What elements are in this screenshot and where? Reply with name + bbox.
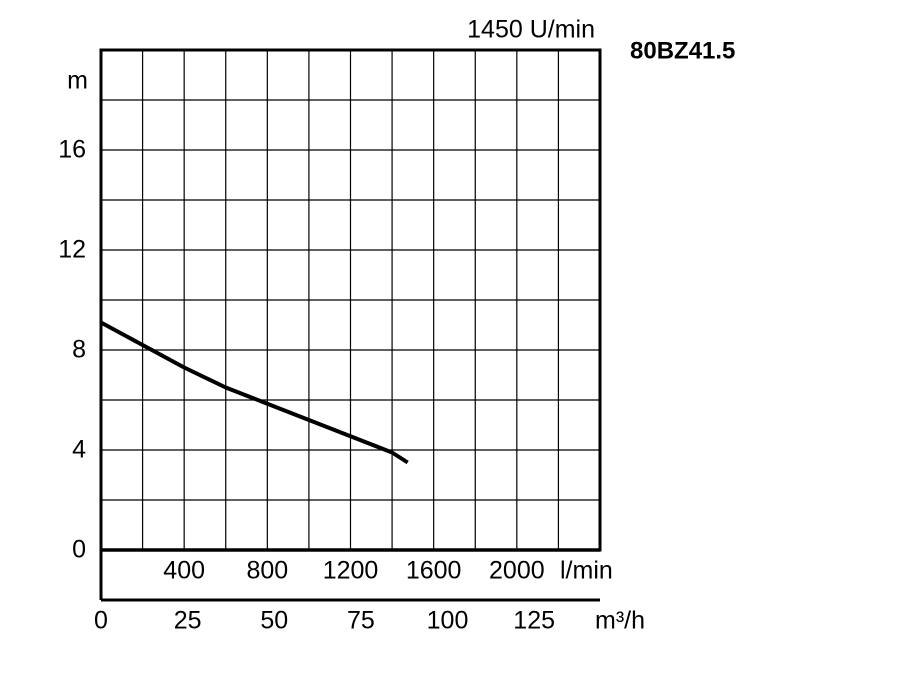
y-tick-label: 12 (58, 236, 86, 264)
y-tick-label: 4 (72, 436, 86, 464)
speed-label: 1450 U/min (467, 16, 595, 44)
y-tick-label: 0 (72, 536, 86, 564)
x2-tick-label: 0 (94, 607, 108, 635)
chart-title: 80BZ41.5 (630, 37, 735, 64)
pump-curve (100, 320, 409, 465)
x2-tick-label: 50 (260, 607, 288, 635)
y-tick-label: 16 (58, 136, 86, 164)
x2-tick-label: 75 (347, 607, 375, 635)
x2-tick-label: 125 (513, 607, 555, 635)
y-axis-label: m (67, 67, 88, 95)
x-tick-label: 1600 (406, 557, 462, 585)
x2-tick-label: 100 (427, 607, 469, 635)
x-tick-label: 800 (246, 557, 288, 585)
x2-tick-label: 25 (174, 607, 202, 635)
y-tick-label: 8 (72, 336, 86, 364)
x-axis-label: l/min (560, 557, 613, 585)
x-tick-label: 1200 (323, 557, 379, 585)
x2-axis-label: m³/h (595, 607, 645, 635)
x-tick-label: 2000 (489, 557, 545, 585)
x-tick-label: 400 (163, 557, 205, 585)
